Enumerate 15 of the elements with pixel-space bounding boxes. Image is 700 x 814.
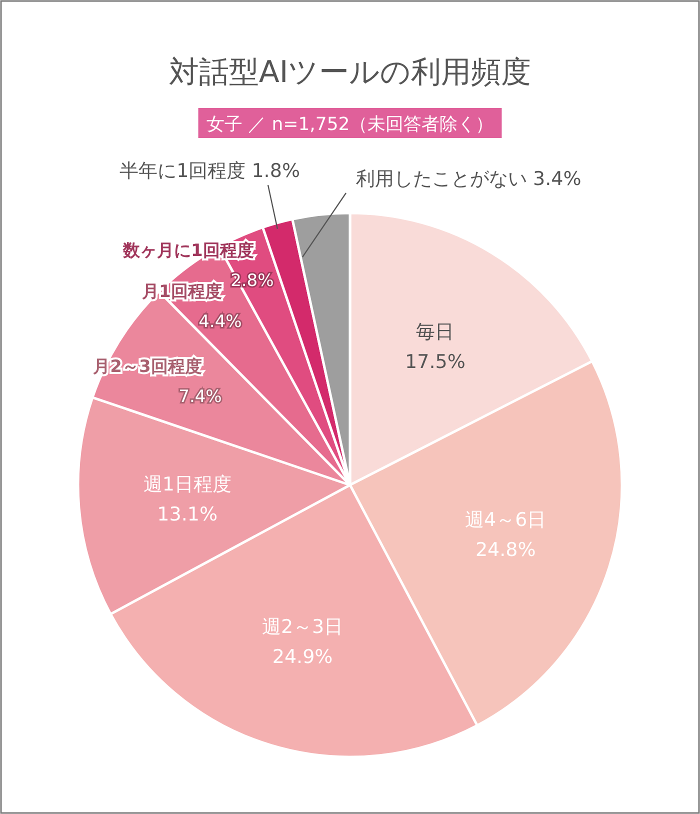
slice-label: 利用したことがない 3.4% (356, 168, 582, 190)
slice-label: 毎日 (416, 320, 454, 343)
data-label: 13.1% (157, 504, 218, 526)
slice-label: 週1日程度 (143, 474, 232, 496)
slice-label: 半年に1回程度 1.8% (120, 160, 300, 182)
data-label: 7.4% (178, 386, 222, 407)
data-label: 17.5% (405, 350, 466, 373)
slice-label: 週2～3日 (262, 616, 344, 638)
data-label: 4.4% (198, 312, 242, 332)
chart-title: 対話型AIツールの利用頻度 (168, 55, 532, 90)
chart-subtitle: 女子 ／ n=1,752（未回答者除く） (206, 114, 494, 135)
data-label: 24.8% (475, 539, 536, 562)
data-label: 24.9% (272, 646, 333, 668)
slice-label: 月2～3回程度 (92, 356, 202, 377)
slice-label: 週4～6日 (465, 509, 546, 532)
